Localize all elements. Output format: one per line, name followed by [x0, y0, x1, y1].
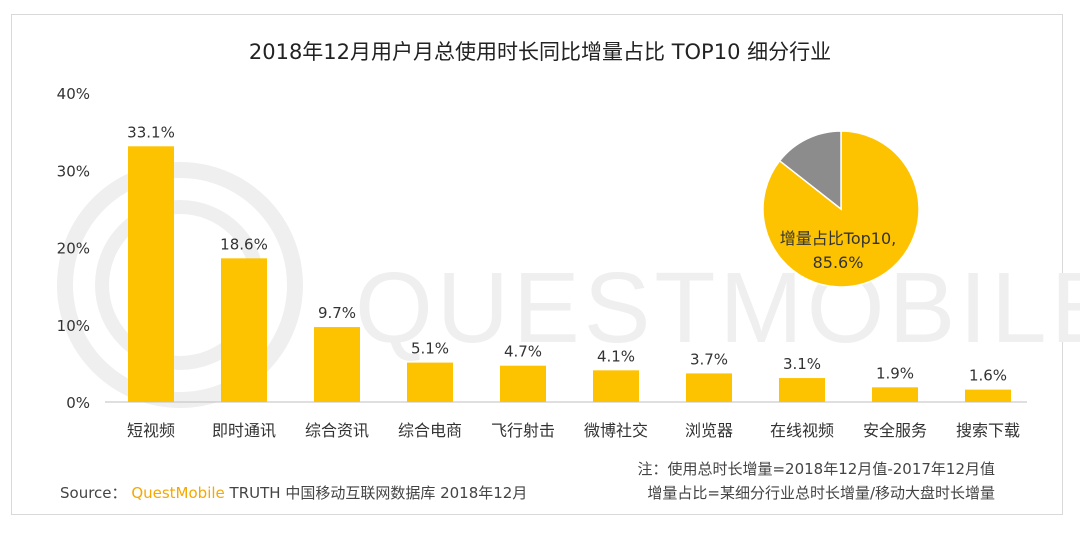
x-tick-label: 即时通讯: [212, 421, 276, 440]
x-tick-label: 综合资讯: [305, 421, 369, 440]
bar: [500, 365, 546, 402]
y-tick-label: 20%: [57, 240, 90, 258]
y-tick-label: 40%: [57, 85, 90, 103]
bar: [128, 146, 174, 402]
bar: [965, 389, 1011, 402]
bar: [686, 373, 732, 402]
x-tick-label: 微博社交: [584, 421, 648, 440]
bar-value-label: 4.7%: [504, 343, 542, 361]
y-tick-label: 30%: [57, 162, 90, 180]
watermark-text: QUESTMOBILE: [355, 252, 1080, 364]
bar-value-label: 1.6%: [969, 367, 1007, 385]
bar: [221, 258, 267, 402]
pie-label-line1: 增量占比Top10,: [780, 229, 896, 248]
note-line-1: 注：使用总时长增量=2018年12月值-2017年12月值: [637, 460, 995, 478]
bar-value-label: 3.7%: [690, 350, 728, 368]
x-tick-label: 综合电商: [398, 421, 462, 440]
x-tick-label: 浏览器: [685, 421, 733, 440]
bar: [779, 378, 825, 402]
bar-value-label: 3.1%: [783, 355, 821, 373]
x-tick-label: 安全服务: [863, 421, 927, 440]
bar-value-label: 1.9%: [876, 364, 914, 382]
bar: [314, 327, 360, 402]
source-brand: QuestMobile: [131, 484, 225, 502]
y-tick-label: 10%: [57, 317, 90, 335]
bar: [407, 362, 453, 402]
x-tick-label: 飞行射击: [491, 421, 555, 440]
x-tick-label: 在线视频: [770, 421, 834, 440]
x-tick-label: 搜索下载: [956, 421, 1020, 440]
bar-value-label: 18.6%: [220, 235, 268, 253]
bar-value-label: 33.1%: [127, 123, 175, 141]
bar: [593, 370, 639, 402]
bar-value-label: 4.1%: [597, 347, 635, 365]
bar: [872, 387, 918, 402]
y-tick-label: 0%: [66, 394, 90, 412]
note-line-2: 增量占比=某细分行业总时长增量/移动大盘时长增量: [647, 484, 995, 502]
pie-slice: [778, 130, 842, 211]
source-note: Source： QuestMobile TRUTH 中国移动互联网数据库 201…: [60, 482, 527, 503]
bar-value-label: 9.7%: [318, 304, 356, 322]
pie-label-line2: 85.6%: [813, 253, 864, 272]
source-prefix: Source：: [60, 484, 127, 502]
x-tick-label: 短视频: [127, 421, 175, 440]
bar-value-label: 5.1%: [411, 340, 449, 358]
chart-title: 2018年12月用户月总使用时长同比增量占比 TOP10 细分行业: [248, 40, 832, 64]
source-rest: TRUTH 中国移动互联网数据库 2018年12月: [229, 484, 528, 502]
